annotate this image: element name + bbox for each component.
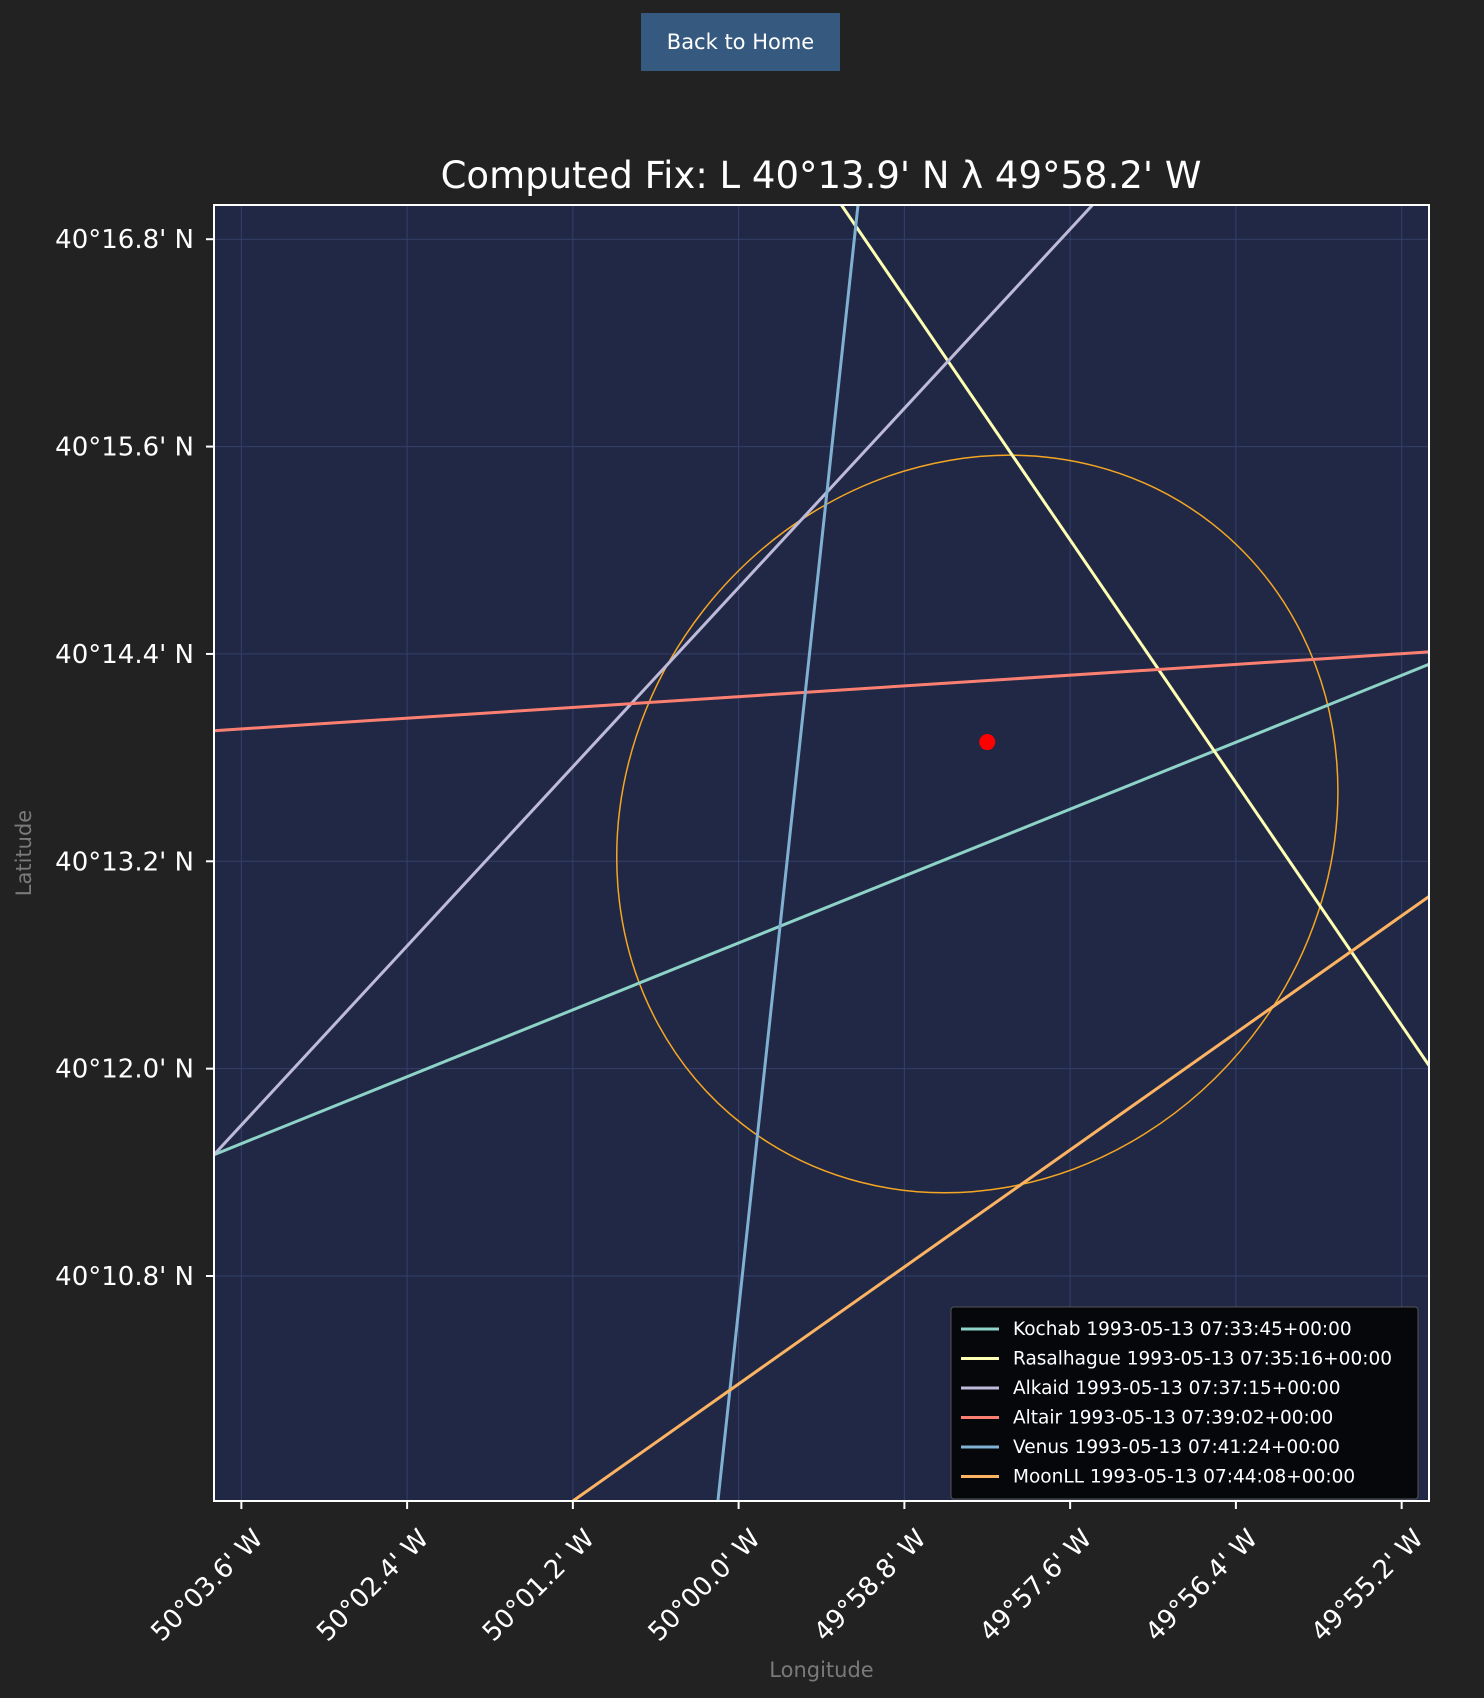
series-line-4: [716, 205, 860, 1501]
error-ellipse: [616, 454, 1339, 1194]
legend-entry: Altair 1993-05-13 07:39:02+00:00: [1013, 1408, 1333, 1429]
legend-entry: Rasalhague 1993-05-13 07:35:16+00:00: [1013, 1349, 1392, 1370]
x-tick-label: 50°01.2' W: [477, 1524, 601, 1648]
x-axis-label: Longitude: [769, 1658, 873, 1682]
legend-box: [950, 1306, 1419, 1500]
plot-area: [214, 205, 1429, 1501]
y-tick-label: 40°10.8' N: [55, 1262, 194, 1292]
series-line-2: [214, 205, 1094, 1156]
y-axis-label: Latitude: [12, 810, 36, 896]
legend: Kochab 1993-05-13 07:33:45+00:00 Rasalhag…: [950, 1306, 1419, 1500]
legend-entry: Venus 1993-05-13 07:41:24+00:00: [1013, 1437, 1340, 1458]
legend-entry: Alkaid 1993-05-13 07:37:15+00:00: [1013, 1378, 1341, 1399]
x-tick-label: 49°56.4' W: [1140, 1524, 1264, 1648]
y-tick-label: 40°12.0' N: [55, 1055, 194, 1085]
plot-frame: [213, 204, 1430, 1502]
y-tick-label: 40°16.8' N: [55, 225, 194, 255]
y-tick-label: 40°14.4' N: [55, 640, 194, 670]
x-tick-label: 50°00.0' W: [643, 1524, 767, 1648]
series-line-0: [214, 662, 1429, 1157]
y-tick-label: 40°13.2' N: [55, 847, 194, 877]
series-line-1: [840, 205, 1429, 1067]
fix-point: [979, 734, 996, 751]
y-tick-label: 40°15.6' N: [55, 433, 194, 463]
x-tick-label: 49°58.8' W: [809, 1524, 933, 1648]
x-tick-label: 50°02.4' W: [311, 1524, 435, 1648]
x-tick-label: 49°55.2' W: [1306, 1524, 1430, 1648]
series-line-3: [214, 650, 1429, 733]
x-tick-label: 50°03.6' W: [145, 1524, 269, 1648]
position-lines: [214, 205, 1429, 1501]
grid: [214, 205, 1429, 1501]
series-line-5: [572, 895, 1429, 1501]
chart-title: Computed Fix: L 40°13.9' N λ 49°58.2' W: [441, 154, 1202, 197]
back-to-home-button[interactable]: Back to Home: [641, 13, 840, 71]
legend-entry: MoonLL 1993-05-13 07:44:08+00:00: [1013, 1467, 1355, 1488]
legend-entry: Kochab 1993-05-13 07:33:45+00:00: [1013, 1319, 1352, 1340]
x-tick-label: 49°57.6' W: [974, 1524, 1098, 1648]
